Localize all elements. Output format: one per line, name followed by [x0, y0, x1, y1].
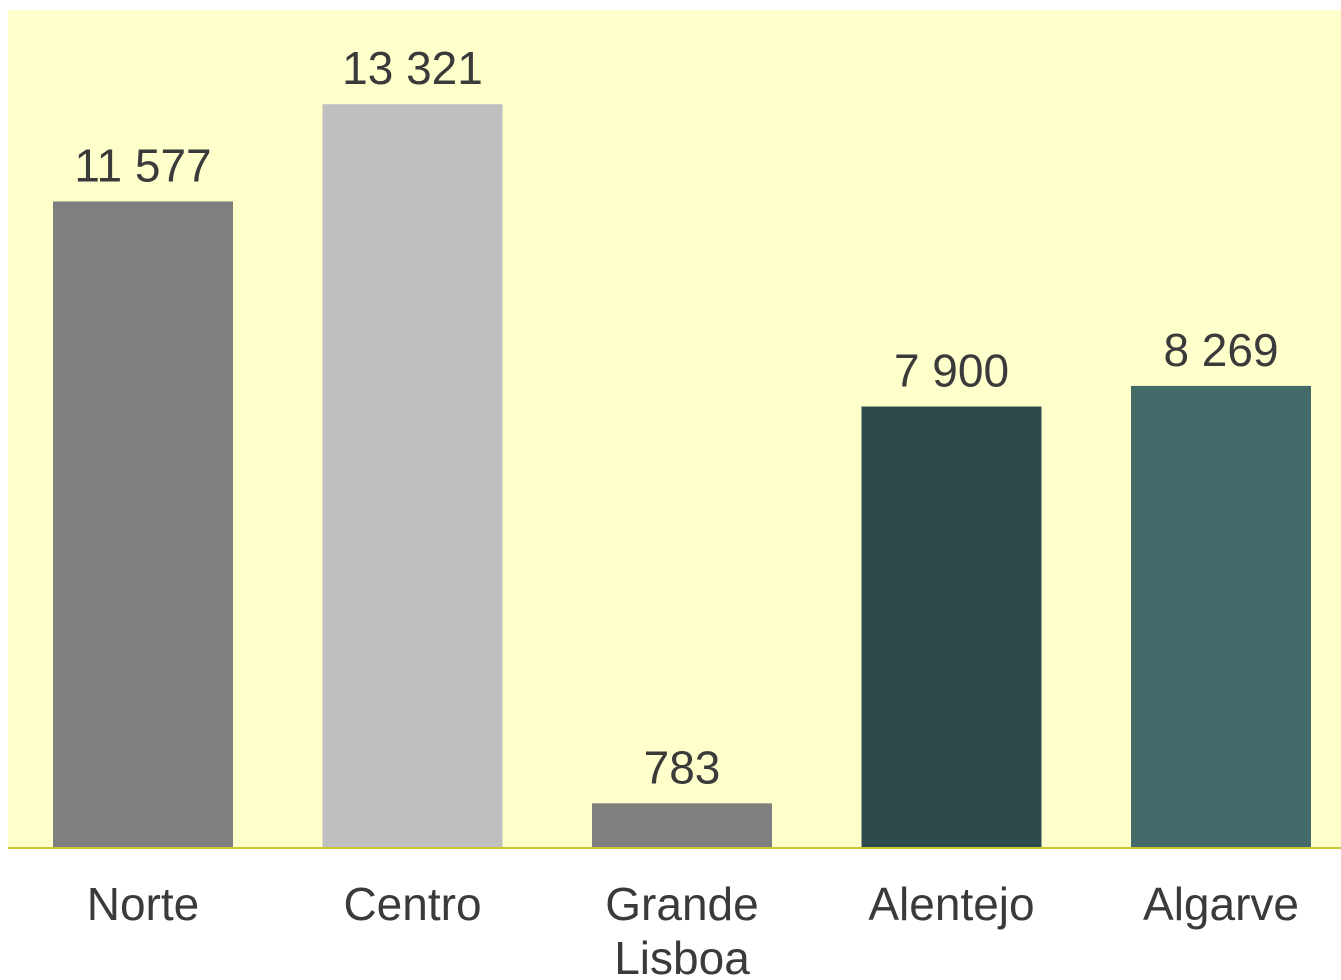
value-labels-group: 11 577 13 321 783 7 900 8 269	[74, 42, 1278, 793]
bars-group	[53, 104, 1311, 847]
bar-alentejo	[861, 406, 1042, 847]
data-label: 7 900	[894, 344, 1009, 396]
bar-norte	[53, 201, 233, 847]
tick-label: Alentejo	[868, 878, 1034, 930]
tick-label: Norte	[87, 878, 199, 930]
bar-algarve	[1131, 385, 1311, 847]
data-label: 783	[644, 741, 721, 793]
data-label: 11 577	[74, 139, 211, 191]
bar-centro	[322, 104, 503, 847]
tick-label: Algarve	[1143, 878, 1299, 930]
data-label: 13 321	[342, 42, 483, 94]
tick-label: Centro	[343, 878, 481, 930]
tick-label: Grande Lisboa	[605, 878, 758, 980]
bar-grande-lisboa	[592, 803, 772, 847]
data-label: 8 269	[1163, 324, 1278, 376]
category-labels-group: Norte Centro Grande Lisboa Alentejo Algarve	[87, 878, 1299, 980]
